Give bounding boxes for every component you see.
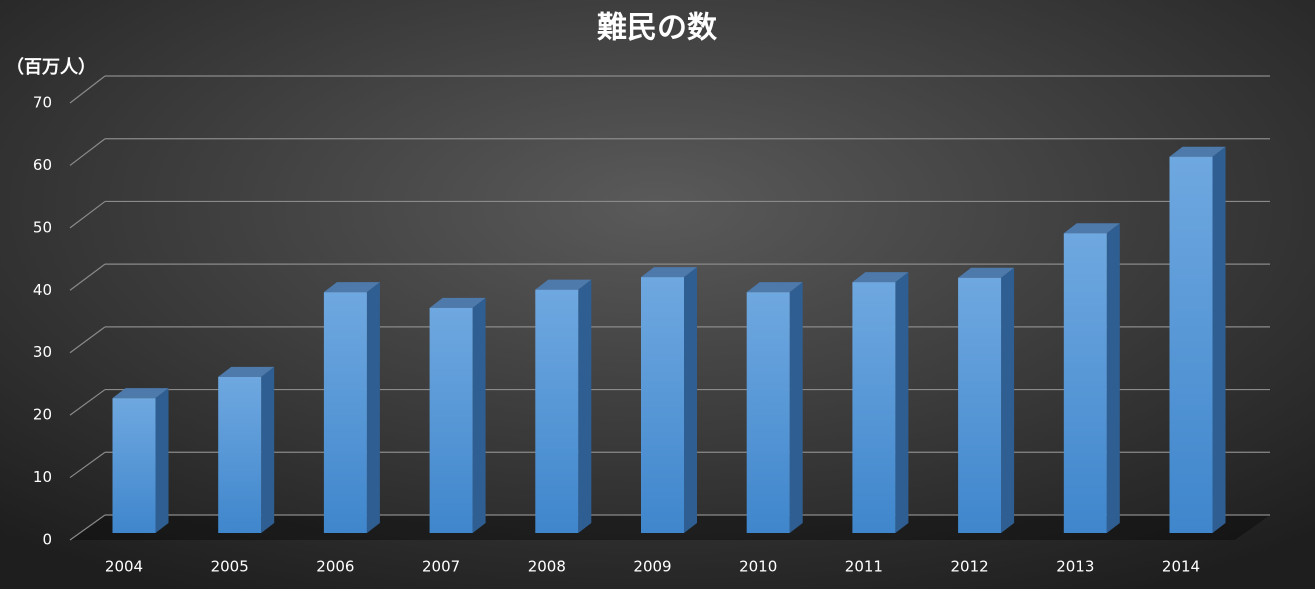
chart-title: 難民の数: [597, 11, 718, 46]
bar: [429, 297, 486, 533]
y-tick-label: 70: [33, 94, 52, 112]
grid-side: [69, 514, 106, 541]
x-tick-label: 2006: [316, 558, 354, 576]
bar-top: [112, 388, 169, 399]
bar-top: [746, 282, 803, 293]
bar-top: [1063, 223, 1120, 234]
x-tick-label: 2005: [211, 558, 249, 576]
y-tick-label: 10: [33, 468, 52, 486]
bar-front: [958, 277, 1002, 533]
bar: [641, 267, 697, 533]
bar-front: [1063, 233, 1107, 533]
bar-front: [641, 277, 684, 533]
bar: [746, 282, 803, 533]
bar-front: [535, 289, 579, 533]
grid-side: [69, 263, 106, 291]
grid-line: [69, 138, 1270, 166]
y-axis-label: （百万人）: [6, 57, 96, 78]
bar-front: [1169, 156, 1213, 533]
y-tick-label: 40: [33, 281, 52, 299]
bar-top: [323, 282, 380, 293]
bar-side: [578, 279, 592, 533]
bar-side: [684, 267, 697, 533]
bar-side: [155, 388, 169, 533]
bar-side: [789, 282, 803, 533]
bar: [1169, 146, 1226, 533]
bar-top: [1169, 146, 1226, 157]
y-tick-label: 20: [33, 406, 52, 424]
grid-line: [69, 200, 1270, 229]
bar: [1063, 223, 1120, 533]
x-tick-label: 2013: [1056, 558, 1094, 576]
grid-line: [69, 75, 1270, 104]
y-tick-label: 30: [33, 343, 52, 361]
x-tick-label: 2012: [951, 558, 989, 576]
grid-side: [69, 138, 106, 166]
bar-top: [429, 297, 486, 308]
bar-front: [323, 292, 367, 533]
bar-front: [429, 307, 473, 533]
grid-side: [69, 389, 106, 416]
bar-side: [366, 282, 380, 533]
bar: [852, 272, 909, 533]
bar-top: [218, 366, 275, 377]
x-tick-label: 2010: [739, 558, 777, 576]
grid-side: [69, 326, 106, 354]
x-tick-label: 2008: [528, 558, 566, 576]
bar: [323, 282, 380, 533]
bar-top: [641, 267, 697, 278]
bar: [958, 267, 1015, 533]
y-tick-label: 0: [42, 531, 52, 549]
bar: [112, 388, 169, 533]
bar-side: [1001, 267, 1015, 533]
bar-front: [746, 292, 790, 533]
bar-side: [895, 272, 909, 533]
x-tick-label: 2009: [633, 558, 671, 576]
x-tick-label: 2011: [845, 558, 883, 576]
bar-side: [1106, 223, 1120, 533]
bar-side: [261, 366, 275, 533]
bar-top: [535, 279, 592, 290]
bar-side: [1212, 146, 1226, 533]
x-tick-label: 2007: [422, 558, 460, 576]
x-tick-label: 2004: [105, 558, 143, 576]
bar-top: [958, 267, 1015, 278]
bar: [535, 279, 592, 533]
x-tick-label: 2014: [1162, 558, 1200, 576]
bar-front: [112, 398, 156, 533]
bar-side: [472, 297, 486, 533]
grid-side: [69, 451, 106, 479]
bar-top: [852, 272, 909, 283]
y-tick-label: 60: [33, 156, 52, 174]
y-tick-label: 50: [33, 218, 52, 236]
bar-front: [852, 282, 896, 533]
grid-side: [69, 200, 106, 229]
grid-side: [69, 75, 106, 104]
bar-front: [218, 376, 262, 533]
bar: [218, 366, 275, 533]
